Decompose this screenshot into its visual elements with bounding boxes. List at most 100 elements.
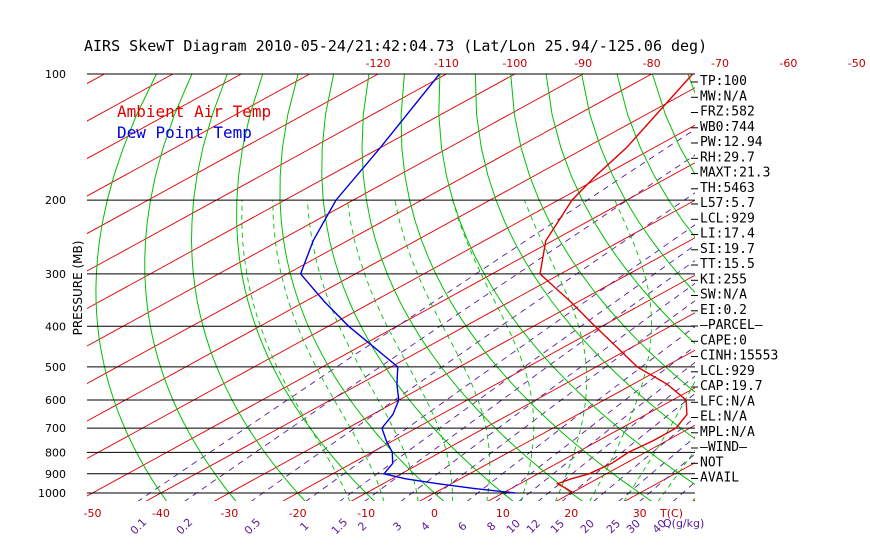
mixing-ratio-line: [639, 453, 695, 501]
dry-adiabat-line: [236, 74, 375, 501]
ambient-temp-line: [539, 74, 694, 494]
mixing-ratio-tick-label: 12: [524, 517, 543, 536]
top-temp-tick-label: -60: [779, 57, 797, 70]
pressure-tick-label: 200: [45, 194, 66, 207]
stability-index-label: CAP:19.7: [700, 379, 763, 394]
isotherm-line: [87, 87, 695, 422]
dry-adiabat-line: [474, 74, 695, 440]
dry-adiabat-line: [865, 74, 870, 502]
stability-index-label: TH:5463: [700, 181, 755, 196]
mixing-ratio-line: [618, 436, 695, 501]
mixing-ratio-line: [137, 128, 695, 501]
stability-index-label: WB0:744: [700, 120, 755, 135]
mixing-ratio-unit: Q(g/kg): [663, 517, 704, 530]
top-temperature-ticks: -120-110-100-90-80-70-60-50-40: [366, 57, 866, 70]
dry-adiabat-line: [400, 74, 653, 501]
mixing-ratio-line: [537, 375, 695, 501]
chart-legend: Ambient Air Temp Dew Point Temp: [117, 102, 271, 142]
dry-adiabat-line: [144, 74, 237, 501]
isotherm-line: [760, 65, 870, 502]
isotherm-line: [87, 74, 379, 235]
moist-adiabat-line: [346, 200, 453, 501]
isotherm-line: [87, 74, 448, 272]
mixing-ratio-tick-label: 1.5: [329, 516, 351, 538]
mixing-ratio-tick-label: 4: [418, 519, 432, 533]
mixing-ratio-line: [184, 154, 695, 501]
stability-index-label: TP:100: [700, 74, 747, 89]
isotherm-line: [350, 312, 695, 501]
legend-ambient-temp: Ambient Air Temp: [117, 102, 271, 121]
stability-index-label: RH:29.7: [700, 150, 755, 165]
stability-index-label: NOT: [700, 455, 724, 470]
moist-adiabat-line: [306, 200, 419, 501]
bottom-temp-unit: T(C): [659, 507, 683, 520]
dry-adiabat-grid: [95, 74, 870, 502]
stability-index-label: MAXT:21.3: [700, 166, 770, 181]
mixing-ratio-line: [400, 282, 695, 501]
stability-index-label: LCL:929: [700, 211, 755, 226]
mixing-ratio-tick-label: 3: [390, 519, 404, 533]
stability-index-label: TT:15.5: [700, 257, 755, 272]
stability-index-label: CAPE:0: [700, 333, 747, 348]
dry-adiabat-line: [361, 74, 583, 501]
dry-adiabat-line: [95, 74, 168, 501]
stability-index-label: LFC:N/A: [700, 394, 755, 409]
mixing-ratio-line: [339, 244, 695, 501]
mixing-ratio-tick-label: 25: [604, 517, 623, 536]
pressure-tick-labels: 100 200 300 400 500 600 700 800 900 1000: [38, 68, 66, 500]
isotherm-line: [282, 274, 695, 501]
stability-index-label: —PARCEL—: [700, 318, 763, 333]
stability-index-label: —WIND—: [700, 440, 747, 455]
isotherm-line: [87, 74, 311, 197]
dry-adiabat-line: [510, 74, 695, 393]
mixing-ratio-tick-label: 2: [355, 519, 369, 533]
mixing-ratio-line: [305, 224, 695, 501]
bottom-temp-tick-label: -40: [152, 507, 170, 520]
pressure-tick-label: 600: [45, 394, 66, 407]
stability-index-label: FRZ:582: [700, 105, 755, 120]
mixing-ratio-line: [466, 326, 695, 501]
isotherm-line: [87, 74, 653, 385]
dry-adiabat-line: [794, 74, 870, 502]
isotherm-line: [0, 65, 53, 502]
pressure-tick-label: 300: [45, 268, 66, 281]
pressure-tick-label: 800: [45, 446, 66, 459]
mixing-ratio-line: [364, 260, 695, 501]
isotherm-line: [87, 124, 695, 460]
dry-adiabat-line: [190, 74, 306, 501]
y-axis-label: PRESSURE (MB): [71, 241, 85, 336]
stability-index-label: CINH:15553: [700, 349, 778, 364]
top-temp-tick-label: -90: [574, 57, 592, 70]
top-temp-tick-label: -70: [711, 57, 729, 70]
bottom-temperature-ticks: -50 -40 -30 -20 -10 0 10 20 30 T(C): [84, 507, 683, 520]
stability-index-label: L57:5.7: [700, 196, 755, 211]
top-temp-tick-label: -50: [848, 57, 866, 70]
top-temp-tick-label: -120: [366, 57, 391, 70]
mixing-ratio-tick-label: 1: [297, 519, 311, 533]
mixing-ratio-line: [427, 300, 695, 501]
moist-adiabat-line: [452, 199, 535, 501]
isobar-lines: [87, 73, 695, 494]
bottom-temp-tick-label: -20: [289, 507, 307, 520]
pressure-tick-label: 700: [45, 422, 66, 435]
stability-index-label: LCL:929: [700, 364, 755, 379]
mixing-ratio-tick-label: 0.1: [128, 516, 150, 538]
isotherm-line: [419, 349, 695, 501]
bottom-temp-tick-label: 0: [431, 507, 438, 520]
stability-index-label: MW:N/A: [700, 89, 747, 104]
isotherm-line: [87, 162, 695, 497]
pressure-tick-label: 100: [45, 68, 66, 81]
mixing-ratio-tick-label: 6: [455, 519, 469, 533]
mixing-ratio-line: [495, 345, 695, 501]
stability-index-label: EI:0.2: [700, 303, 747, 318]
stability-index-label: SW:N/A: [700, 288, 747, 303]
mixing-ratio-tick-label: 8: [484, 519, 498, 533]
moist-adiabat-line: [241, 200, 351, 501]
mixing-ratio-tick-label: 20: [578, 517, 597, 536]
dry-adiabat-line: [279, 74, 445, 501]
chart-title: AIRS SkewT Diagram 2010-05-24/21:42:04.7…: [84, 37, 707, 55]
dry-adiabat-line: [545, 74, 695, 345]
pressure-tick-label: 500: [45, 361, 66, 374]
moist-adiabat-line: [523, 199, 588, 501]
stability-index-label: KI:255: [700, 272, 747, 287]
